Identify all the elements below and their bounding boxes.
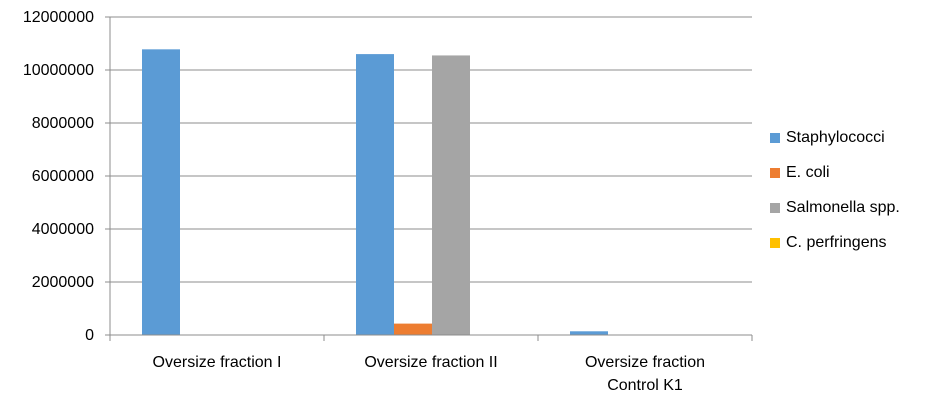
bar-e-coli xyxy=(394,323,432,335)
bar-staphylococci xyxy=(356,54,394,335)
legend-item: Staphylococci xyxy=(770,128,942,148)
legend-swatch xyxy=(770,203,780,213)
x-category-label: Oversize fraction II xyxy=(364,354,497,371)
legend-item: C. perfringens xyxy=(770,233,942,253)
legend-swatch xyxy=(770,133,780,143)
y-tick-label: 10000000 xyxy=(23,62,94,79)
legend-swatch xyxy=(770,238,780,248)
legend-item: E. coli xyxy=(770,163,942,183)
x-axis: Oversize fraction I Oversize fraction II O… xyxy=(109,334,753,394)
legend-label: C. perfringens xyxy=(786,234,887,251)
bar-staphylococci xyxy=(142,49,180,336)
bar-staphylococci xyxy=(570,331,608,335)
y-tick-label: 6000000 xyxy=(32,168,94,185)
y-tick-label: 2000000 xyxy=(32,274,94,291)
legend: Staphylococci E. coli Salmonella spp. C. pe… xyxy=(770,128,942,268)
legend-label: E. coli xyxy=(786,164,830,181)
legend-item: Salmonella spp. xyxy=(770,198,942,218)
y-axis: 0 2000000 4000000 6000000 8000000 10000000 120… xyxy=(23,9,111,344)
legend-swatch xyxy=(770,168,780,178)
bar-salmonella-spp xyxy=(432,55,470,336)
y-tick-label: 12000000 xyxy=(23,9,94,26)
legend-label: Salmonella spp. xyxy=(786,199,900,216)
x-category-label: Control K1 xyxy=(607,377,683,394)
bars xyxy=(142,49,608,336)
gridlines xyxy=(110,16,752,283)
x-category-label: Oversize fraction I xyxy=(153,354,282,371)
x-category-label: Oversize fraction xyxy=(585,354,705,371)
y-tick-label: 8000000 xyxy=(32,115,94,132)
y-tick-label: 4000000 xyxy=(32,221,94,238)
legend-label: Staphylococci xyxy=(786,129,885,146)
y-tick-label: 0 xyxy=(85,327,94,344)
